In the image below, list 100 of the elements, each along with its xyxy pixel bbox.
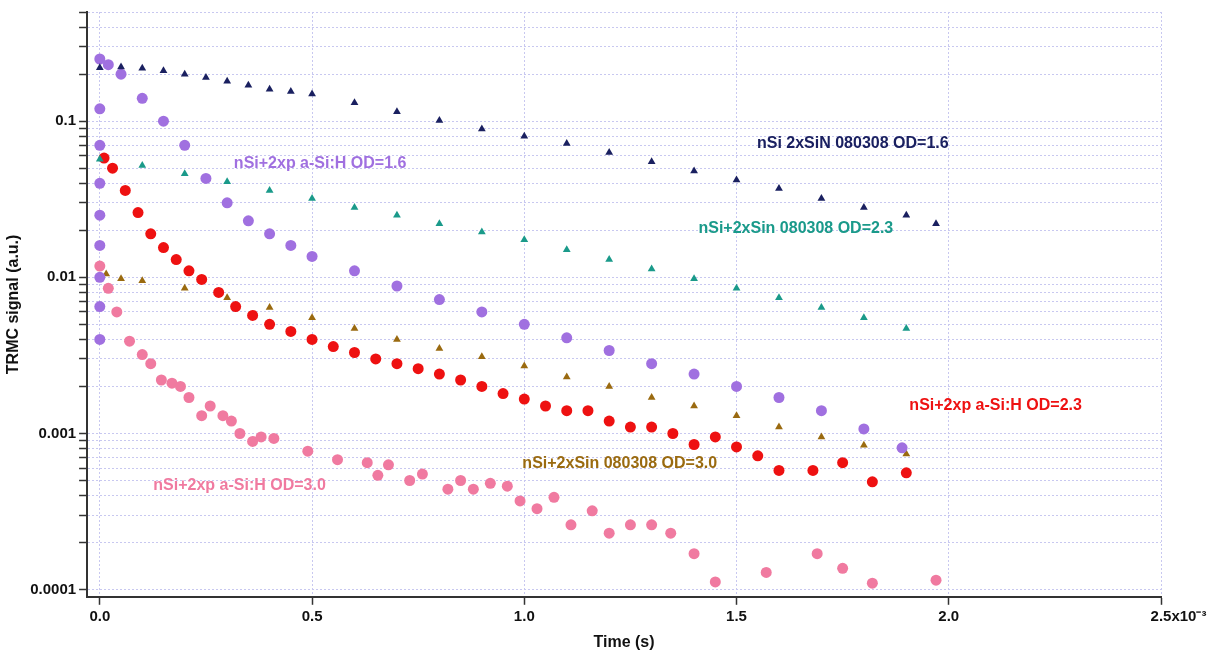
- point: [174, 380, 186, 392]
- point: [94, 333, 106, 345]
- point: [115, 68, 127, 80]
- point: [817, 193, 826, 201]
- point: [94, 239, 106, 251]
- point: [393, 334, 401, 342]
- point: [476, 380, 488, 392]
- point: [518, 318, 530, 330]
- point: [732, 411, 741, 418]
- point: [646, 519, 658, 531]
- y-tick-label: 0.0001: [30, 579, 77, 597]
- point: [285, 239, 297, 251]
- point: [124, 335, 136, 347]
- point: [391, 280, 403, 292]
- point: [484, 477, 496, 489]
- point: [117, 62, 125, 70]
- point: [94, 260, 106, 272]
- point: [455, 475, 467, 486]
- point: [350, 324, 359, 331]
- point: [455, 374, 467, 386]
- point: [932, 219, 940, 227]
- point: [435, 344, 444, 351]
- point: [709, 431, 721, 443]
- y-tick-label: 0.1: [55, 111, 77, 129]
- point: [467, 483, 479, 495]
- point: [202, 73, 210, 80]
- point: [94, 53, 106, 65]
- point: [138, 276, 147, 284]
- point: [837, 457, 849, 469]
- point: [180, 283, 189, 291]
- y-tick-label: 0.01: [46, 267, 77, 285]
- point: [285, 325, 297, 337]
- point: [896, 442, 908, 454]
- point: [217, 410, 229, 422]
- point: [223, 177, 232, 184]
- point: [586, 505, 598, 517]
- point: [361, 457, 373, 469]
- point: [247, 435, 259, 447]
- text: x10⁻³: [1171, 606, 1207, 624]
- point: [732, 175, 741, 183]
- point: [136, 92, 148, 104]
- point: [225, 415, 237, 427]
- point: [393, 107, 401, 114]
- point: [349, 265, 360, 277]
- point: [102, 282, 114, 294]
- point: [477, 352, 486, 359]
- point: [404, 475, 416, 486]
- point: [548, 491, 560, 503]
- point: [94, 103, 106, 115]
- point: [349, 347, 360, 359]
- point: [265, 185, 274, 193]
- point: [562, 245, 571, 253]
- point: [306, 333, 318, 345]
- point: [688, 548, 700, 560]
- point: [95, 63, 104, 70]
- point: [688, 368, 700, 380]
- point: [605, 381, 614, 389]
- point: [476, 306, 488, 318]
- point: [306, 250, 318, 262]
- point: [350, 98, 359, 106]
- point: [94, 271, 106, 283]
- point: [752, 450, 764, 462]
- point: [435, 115, 444, 123]
- point: [94, 209, 106, 221]
- x-tick-label: 0.0: [89, 606, 111, 624]
- point: [859, 440, 868, 448]
- point: [157, 115, 169, 127]
- point: [690, 166, 698, 174]
- point: [234, 427, 246, 439]
- point: [811, 548, 823, 560]
- point: [815, 405, 827, 417]
- point: [518, 393, 530, 405]
- point: [200, 172, 212, 184]
- point: [370, 353, 382, 365]
- point: [102, 59, 114, 71]
- point: [647, 264, 656, 272]
- point: [775, 293, 783, 300]
- point: [477, 124, 486, 132]
- point: [603, 527, 615, 539]
- point: [264, 228, 276, 240]
- point: [213, 286, 225, 298]
- point: [514, 495, 526, 507]
- point: [859, 202, 868, 210]
- point: [223, 293, 232, 300]
- point: [501, 480, 513, 492]
- point: [646, 358, 658, 370]
- point: [731, 441, 743, 453]
- point: [107, 162, 119, 174]
- point: [136, 349, 148, 361]
- point: [902, 324, 911, 331]
- text: nSi+2xSin 080308 OD=2.3: [698, 218, 894, 236]
- point: [94, 177, 106, 189]
- point: [775, 184, 783, 191]
- point: [94, 301, 106, 313]
- point: [350, 202, 359, 210]
- x-tick-label: 1.0: [513, 606, 535, 624]
- point: [646, 421, 658, 433]
- point: [688, 439, 700, 451]
- point: [605, 255, 614, 262]
- point: [159, 66, 168, 74]
